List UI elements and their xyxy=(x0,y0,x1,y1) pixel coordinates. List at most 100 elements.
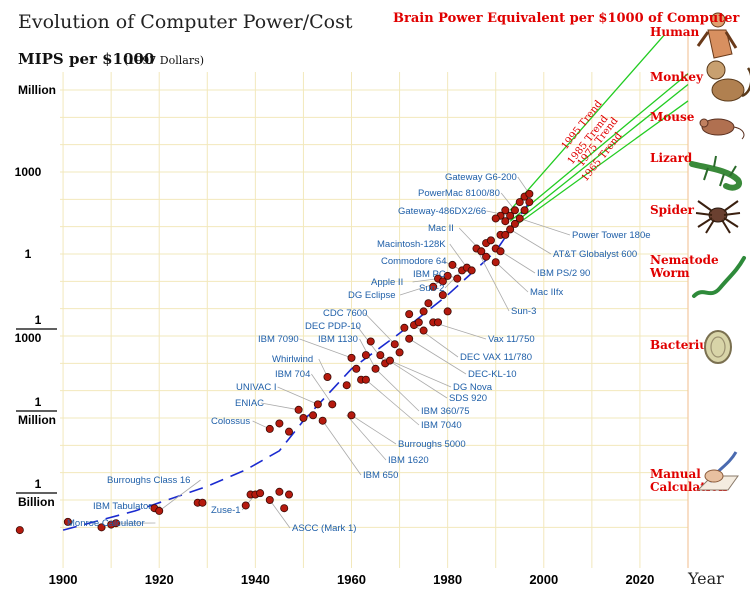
trend-line xyxy=(509,34,665,211)
data-point xyxy=(491,214,500,223)
monkey-icon xyxy=(706,60,750,102)
grid xyxy=(60,30,689,568)
label-leader-line xyxy=(365,379,420,426)
monkey-head xyxy=(706,60,726,80)
animal-label: Nematode xyxy=(650,253,719,267)
label-leader-line xyxy=(500,250,536,274)
data-point xyxy=(328,400,337,409)
data-point xyxy=(515,198,524,207)
machine-label: IBM 650 xyxy=(363,470,398,481)
data-point xyxy=(111,519,120,528)
machine-label: Gateway G6-200 xyxy=(445,172,517,183)
data-point xyxy=(443,307,452,316)
label-leader-line xyxy=(311,373,333,405)
data-point xyxy=(15,526,24,535)
machine-label: ENIAC xyxy=(235,398,264,409)
human-arms xyxy=(696,31,738,49)
data-point xyxy=(265,495,274,504)
x-tick-label: 2000 xyxy=(529,572,558,587)
machine-label: SDS 920 xyxy=(449,393,487,404)
monkey-tail xyxy=(741,67,750,98)
data-point xyxy=(510,206,519,215)
data-point xyxy=(453,274,462,283)
data-point xyxy=(390,340,399,349)
y-axis-title: MIPS per $1000 xyxy=(18,50,154,68)
data-point xyxy=(443,271,452,280)
data-point xyxy=(265,424,274,433)
data-point xyxy=(405,334,414,343)
data-point xyxy=(361,351,370,360)
animal-label: Lizard xyxy=(650,151,693,165)
data-point xyxy=(294,405,303,414)
mouse-tail xyxy=(733,126,745,140)
data-point xyxy=(280,504,289,513)
machine-label: Gateway-486DX2/66 xyxy=(398,206,486,217)
y-axis-note: (1997 Dollars) xyxy=(124,54,204,67)
data-point xyxy=(486,236,495,245)
label-leader-line xyxy=(476,248,510,312)
machine-label: DEC-KL-10 xyxy=(468,369,517,380)
data-point xyxy=(371,364,380,373)
data-point xyxy=(467,266,476,275)
hand-writing-icon xyxy=(696,451,739,491)
machine-label: IBM PS/2 90 xyxy=(537,268,590,279)
data-point xyxy=(414,318,423,327)
machine-label: AT&T Globalyst 600 xyxy=(553,249,637,260)
data-point xyxy=(376,351,385,360)
animal-label: Monkey xyxy=(650,70,704,84)
data-point xyxy=(525,198,534,207)
machine-label: UNIVAC I xyxy=(236,382,276,393)
data-point xyxy=(352,364,361,373)
label-leader-line xyxy=(299,338,352,359)
data-point xyxy=(63,517,72,526)
label-leader-line xyxy=(364,312,396,345)
lizard-body xyxy=(689,161,742,191)
data-point xyxy=(496,247,505,256)
data-point xyxy=(313,400,322,409)
x-tick-label: 1940 xyxy=(241,572,270,587)
data-point xyxy=(438,290,447,299)
label-leader-line xyxy=(351,414,397,445)
lizard-icon xyxy=(689,155,742,191)
paper xyxy=(696,475,739,491)
data-point xyxy=(97,523,106,532)
worm-body xyxy=(692,256,746,298)
data-point xyxy=(510,219,519,228)
label-leader-line xyxy=(449,243,468,268)
machine-label: IBM 704 xyxy=(275,369,310,380)
y-tick-denominator: Billion xyxy=(18,495,55,509)
x-axis-title: Year xyxy=(687,569,724,588)
human-head xyxy=(710,12,726,28)
machine-label: Sun-2 xyxy=(419,283,444,294)
bacterium-icon xyxy=(704,330,732,364)
animal-label: Manual xyxy=(650,467,701,481)
axes: 1900 1920 1940 1960 1980 2000 2020 Million 1000 1… xyxy=(15,83,655,587)
mouse-ear xyxy=(699,118,709,128)
label-leader-line xyxy=(269,499,291,529)
machine-labels: Gateway G6-200 PowerMac 8100/80 Gateway-48… xyxy=(67,172,651,534)
human-icon xyxy=(696,12,738,59)
data-point xyxy=(419,307,428,316)
machine-label: Burroughs Class 16 xyxy=(107,475,190,486)
machine-label: PowerMac 8100/80 xyxy=(418,188,500,199)
machine-label: Vax 11/750 xyxy=(488,334,535,345)
machine-label: Monroe Calculator xyxy=(67,518,145,529)
x-tick-label: 1980 xyxy=(433,572,462,587)
trend-line xyxy=(509,100,689,230)
data-point xyxy=(506,211,515,220)
machine-label: Zuse-1 xyxy=(211,505,241,516)
data-point xyxy=(361,375,370,384)
data-point xyxy=(198,498,207,507)
data-points xyxy=(15,189,534,535)
machine-label: Commodore 64 xyxy=(381,256,446,267)
data-point xyxy=(515,214,524,223)
label-leader-line xyxy=(495,261,529,293)
data-point xyxy=(501,230,510,239)
data-point xyxy=(424,299,433,308)
right-title: Brain Power Equivalent per $1000 of Comp… xyxy=(393,11,740,26)
data-point xyxy=(448,260,457,269)
y-tick-denominator: 1000 xyxy=(15,331,42,345)
y-tick-label: 1000 xyxy=(15,165,42,179)
animal-label: Mouse xyxy=(650,110,695,124)
